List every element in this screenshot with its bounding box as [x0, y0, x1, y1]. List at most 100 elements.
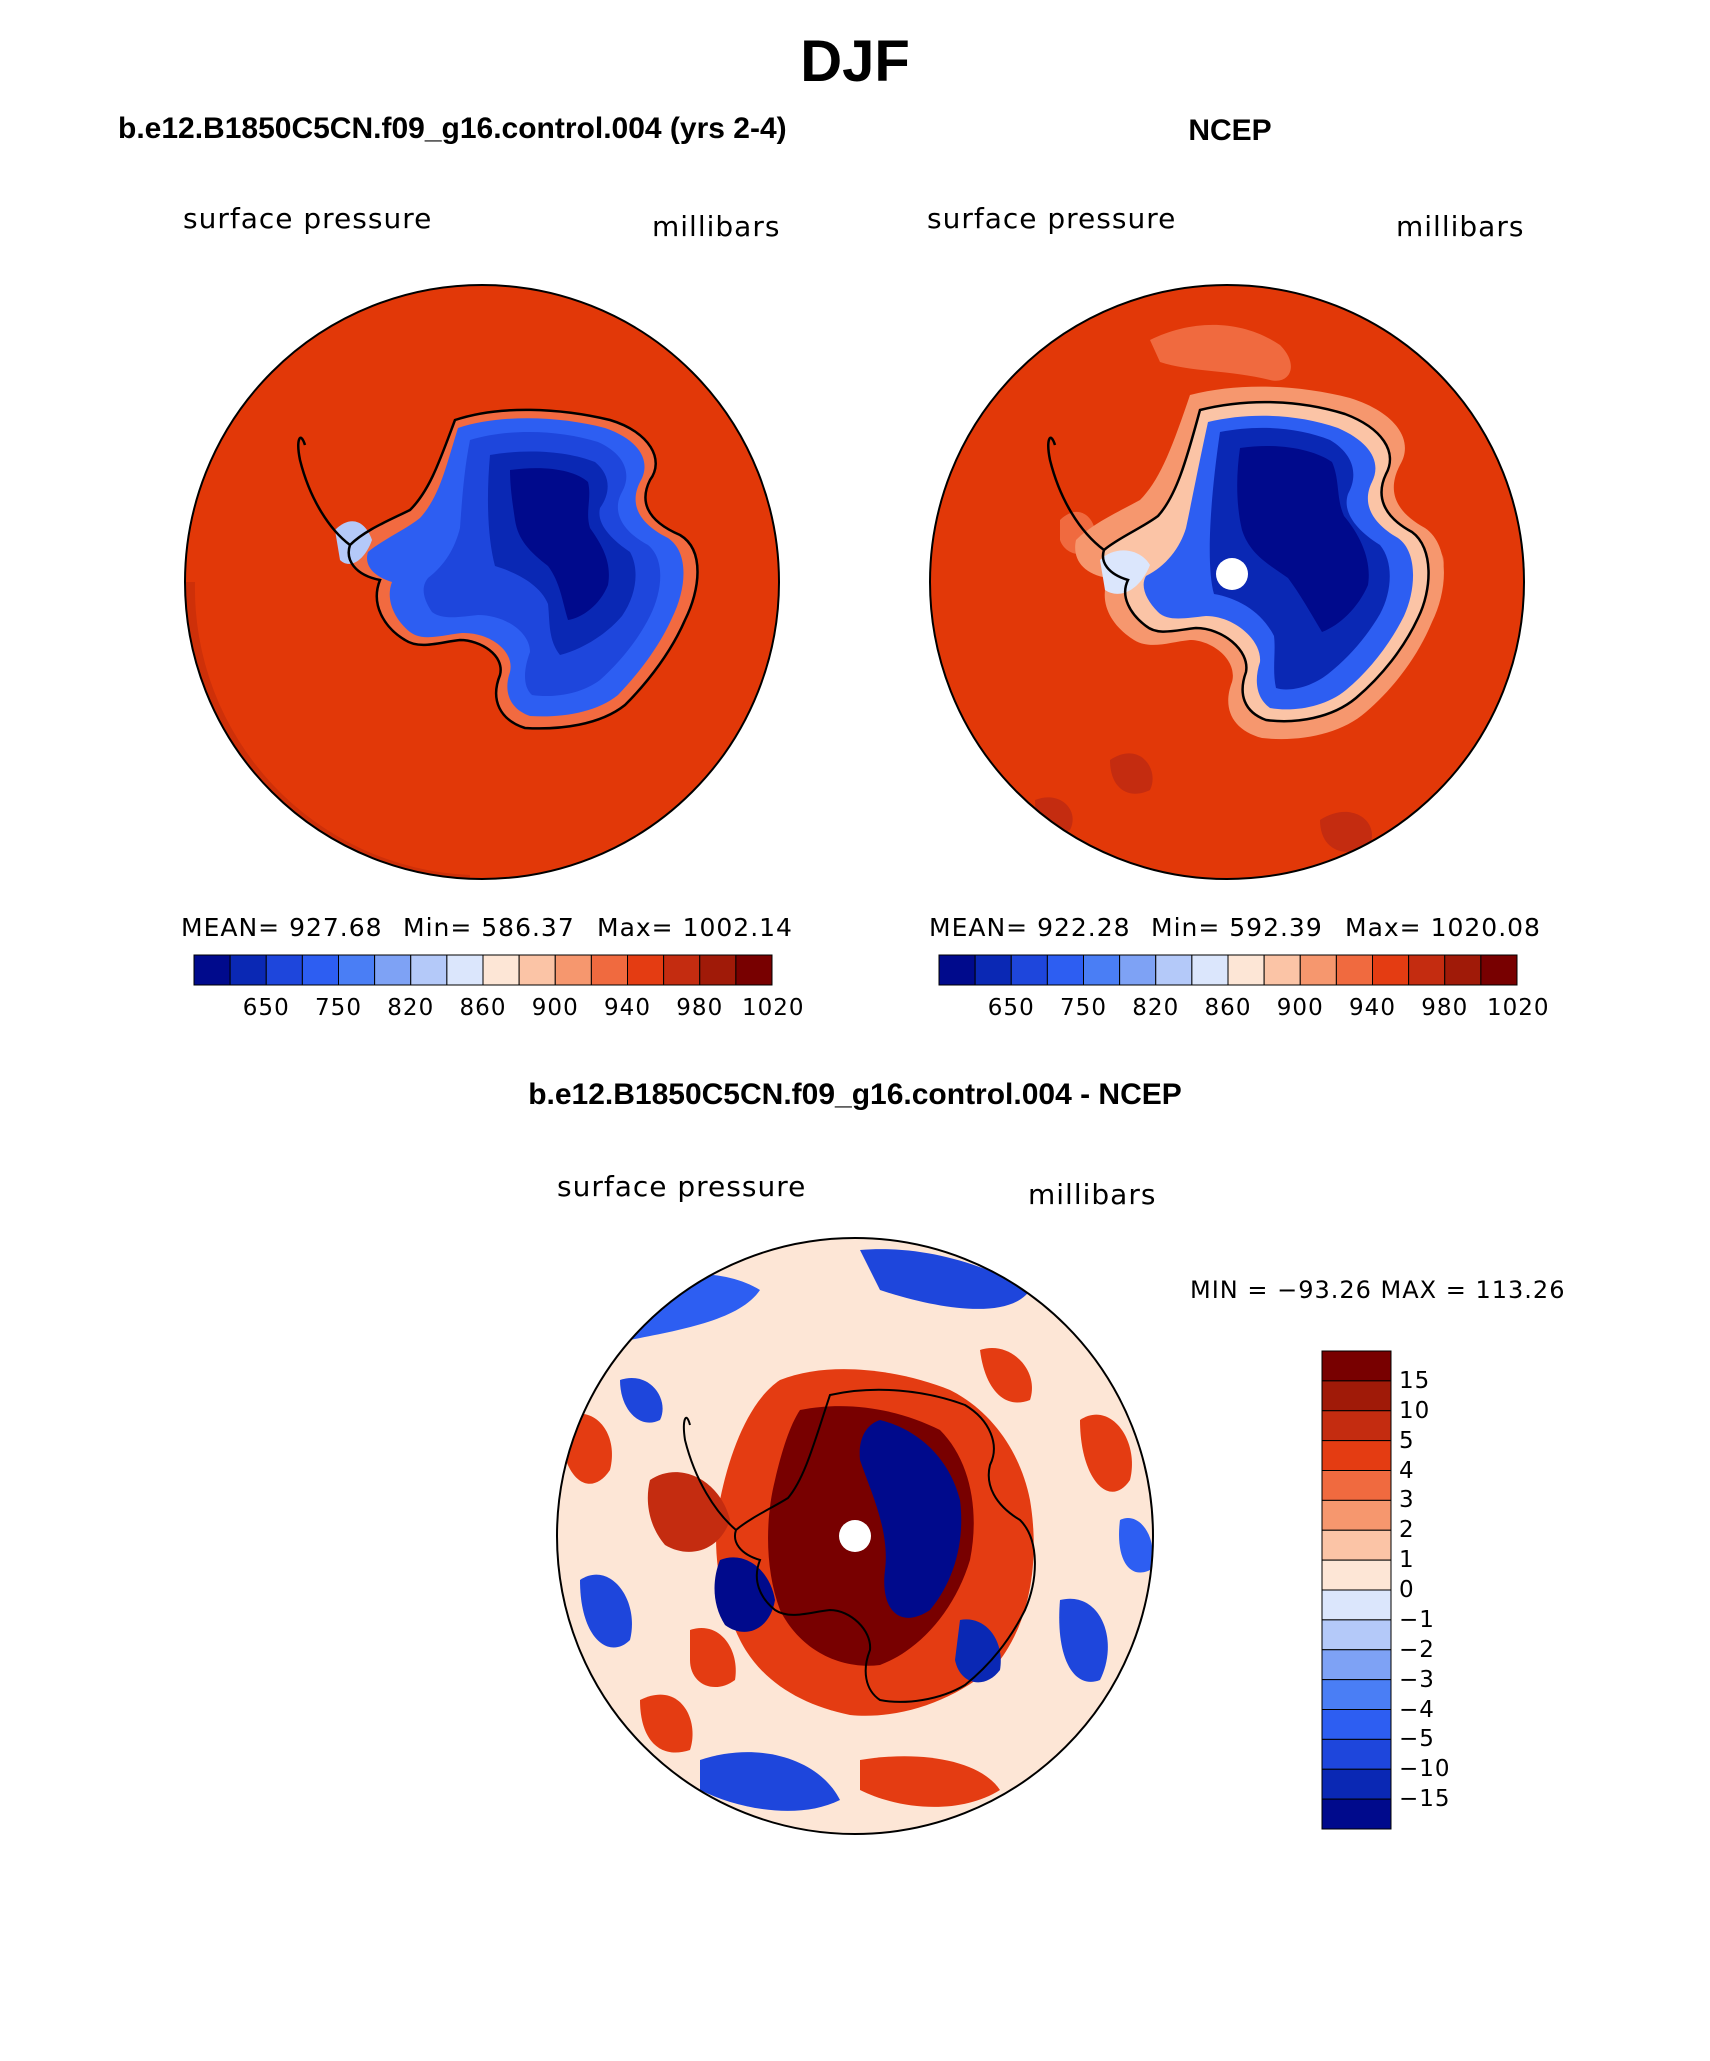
model-colorbar-box: [590, 954, 628, 986]
model-colorbar-tick: 750: [315, 995, 362, 1021]
obs-colorbar-box: [1191, 954, 1229, 986]
model-map-border: [184, 284, 780, 880]
obs-colorbar-box: [1263, 954, 1301, 986]
diff-colorbar-tick: −15: [1399, 1786, 1451, 1813]
obs-units-label: millibars: [1396, 210, 1525, 243]
model-colorbar-tick: 980: [676, 995, 724, 1021]
diff-colorbar-tick: 3: [1399, 1487, 1415, 1514]
diff-colorbar-tick: 15: [1399, 1367, 1431, 1394]
model-colorbar-box: [554, 954, 592, 986]
diff-colorbar-box: [1321, 1619, 1392, 1651]
obs-colorbar-box: [1480, 954, 1518, 986]
obs-coastline: [1047, 400, 1430, 723]
diff-colorbar-tick: −5: [1399, 1726, 1435, 1753]
model-panel-title: b.e12.B1850C5CN.f09_g16.control.004 (yrs…: [118, 112, 787, 145]
diff-colorbar-tick: −10: [1399, 1756, 1451, 1783]
obs-mean: MEAN= 922.28: [929, 913, 1131, 942]
model-colorbar-tick: 940: [604, 995, 651, 1021]
obs-colorbar-tick: 820: [1132, 995, 1180, 1021]
obs-max: Max= 1020.08: [1345, 913, 1541, 942]
obs-colorbar-tick: 650: [987, 995, 1035, 1021]
model-units-label: millibars: [652, 210, 781, 243]
obs-colorbar: [938, 954, 1518, 986]
obs-colorbar-box: [1010, 954, 1048, 986]
model-colorbar-box: [338, 954, 376, 986]
obs-colorbar-tick: 750: [1060, 995, 1107, 1021]
diff-colorbar-box: [1321, 1380, 1392, 1412]
obs-colorbar-box: [1444, 954, 1482, 986]
obs-colorbar-box: [1083, 954, 1121, 986]
diff-panel-title: b.e12.B1850C5CN.f09_g16.control.004 - NC…: [528, 1078, 1182, 1111]
model-colorbar-box: [374, 954, 412, 986]
model-map: [184, 284, 780, 880]
model-colorbar-box: [410, 954, 448, 986]
obs-variable-label: surface pressure: [927, 202, 1177, 235]
diff-colorbar-box: [1321, 1679, 1392, 1710]
obs-colorbar-tick: 860: [1204, 995, 1252, 1021]
diff-coastline: [682, 1388, 1036, 1703]
obs-colorbar-box: [1046, 954, 1084, 986]
obs-colorbar-box: [1408, 954, 1446, 986]
diff-colorbar-box: [1321, 1768, 1392, 1800]
diff-colorbar-tick: 5: [1399, 1427, 1415, 1454]
model-colorbar-box: [627, 954, 665, 986]
model-max: Max= 1002.14: [597, 913, 793, 942]
model-min: Min= 586.37: [403, 913, 575, 942]
model-colorbar-box: [193, 954, 231, 986]
obs-colorbar-box: [1119, 954, 1157, 986]
model-colorbar: [193, 954, 773, 986]
diff-colorbar-tick: 2: [1399, 1517, 1415, 1544]
obs-panel-title: NCEP: [1188, 114, 1272, 147]
obs-map: [929, 284, 1525, 880]
model-colorbar-tick: 820: [387, 995, 435, 1021]
model-colorbar-box: [229, 954, 267, 986]
model-mean: MEAN= 927.68: [181, 913, 383, 942]
model-colorbar-tick: 650: [242, 995, 290, 1021]
model-colorbar-box: [735, 954, 773, 986]
model-colorbar-tick: 900: [531, 995, 579, 1021]
diff-colorbar-tick: −3: [1399, 1666, 1435, 1693]
obs-map-border: [929, 284, 1525, 880]
diff-colorbar: [1321, 1350, 1392, 1830]
obs-colorbar-box: [1155, 954, 1193, 986]
model-colorbar-box: [265, 954, 303, 986]
diff-colorbar-tick: 10: [1399, 1397, 1431, 1424]
obs-missing-pole: [1216, 558, 1248, 590]
obs-colorbar-tick: 900: [1276, 995, 1324, 1021]
diff-variable-label: surface pressure: [557, 1170, 807, 1203]
diff-colorbar-box: [1321, 1589, 1392, 1621]
obs-colorbar-box: [1335, 954, 1373, 986]
obs-colorbar-box: [1227, 954, 1265, 986]
diff-units-label: millibars: [1028, 1178, 1157, 1211]
diff-colorbar-tick: 1: [1399, 1547, 1415, 1574]
diff-map: [556, 1237, 1154, 1835]
diff-colorbar-tick: −1: [1399, 1606, 1435, 1633]
diff-range-text: MIN = −93.26 MAX = 113.26: [1190, 1276, 1566, 1304]
model-colorbar-box: [699, 954, 737, 986]
diff-missing-pole: [839, 1520, 871, 1552]
model-coastline: [297, 408, 699, 730]
model-colorbar-box: [301, 954, 339, 986]
diff-colorbar-tick: 0: [1399, 1577, 1415, 1603]
model-colorbar-box: [663, 954, 701, 986]
model-colorbar-box: [446, 954, 484, 986]
diff-colorbar-box: [1321, 1649, 1392, 1681]
model-colorbar-tick: 1020: [742, 995, 805, 1021]
diff-colorbar-box: [1321, 1440, 1392, 1471]
diff-colorbar-tick: −4: [1399, 1696, 1435, 1723]
diff-colorbar-box: [1321, 1499, 1392, 1531]
diff-map-border: [556, 1237, 1154, 1835]
obs-colorbar-tick: 940: [1349, 995, 1396, 1021]
diff-colorbar-box: [1321, 1709, 1392, 1740]
diff-colorbar-box: [1321, 1559, 1392, 1591]
obs-colorbar-box: [974, 954, 1012, 986]
model-colorbar-tick: 860: [459, 995, 507, 1021]
obs-colorbar-box: [1372, 954, 1410, 986]
obs-colorbar-tick: 1020: [1487, 995, 1550, 1021]
model-variable-label: surface pressure: [183, 202, 433, 235]
diff-colorbar-tick: −2: [1399, 1636, 1435, 1663]
obs-colorbar-box: [1299, 954, 1337, 986]
figure-title: DJF: [800, 29, 910, 94]
diff-colorbar-box: [1321, 1738, 1392, 1770]
